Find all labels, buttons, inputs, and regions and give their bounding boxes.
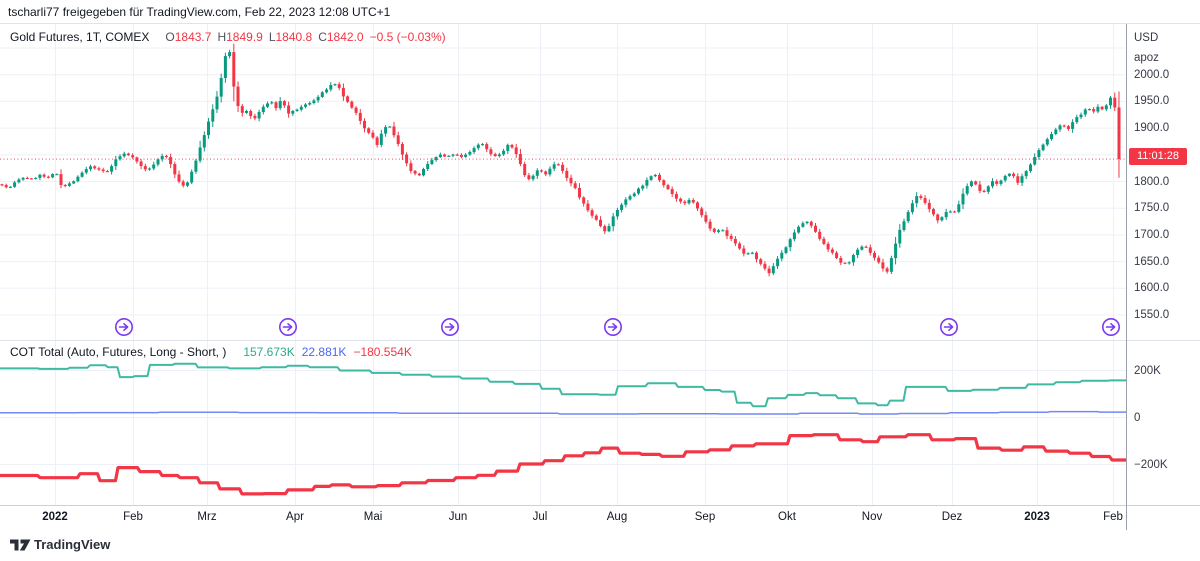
open-value: 1843.7 [174, 30, 212, 44]
time-axis-label: Feb [1103, 511, 1123, 523]
time-axis-label: Okt [778, 511, 796, 523]
price-axis-label: 1900.0 [1134, 122, 1170, 134]
jump-arrow-icon[interactable] [1101, 317, 1121, 337]
time-axis-label: Feb [123, 511, 143, 523]
time-axis-label: Nov [861, 511, 883, 523]
attribution-bar: tscharli77 freigegeben für TradingView.c… [0, 0, 1200, 24]
time-axis-label: Dez [941, 511, 963, 523]
time-axis-label: 2022 [42, 511, 68, 523]
price-axis-label: 1650.0 [1134, 256, 1170, 268]
gridlines [0, 24, 1126, 505]
symbol-title[interactable]: Gold Futures, 1T, COMEX [10, 30, 150, 44]
time-axis-label: Sep [694, 511, 716, 523]
cot-lines [0, 362, 1126, 496]
axis-border-line [1126, 24, 1127, 530]
time-axis[interactable]: 2022 Feb Mrz Apr Mai Jun Jul Aug Sep Okt Nov Dez 202… [0, 505, 1200, 530]
jump-arrow-icon[interactable] [440, 317, 460, 337]
price-axis-label: 1800.0 [1134, 176, 1170, 188]
countdown-badge: 11:01:28 [1129, 148, 1187, 165]
jump-arrow-icon[interactable] [603, 317, 623, 337]
time-axis-label: Jul [532, 511, 548, 523]
cot-short-value: −180.554K [353, 345, 412, 359]
time-axis-label: Mai [363, 511, 383, 523]
close-label: C [318, 30, 327, 44]
cot-axis-label: 200K [1134, 365, 1161, 377]
jump-arrow-icon[interactable] [278, 317, 298, 337]
candles-layer [0, 43, 1121, 277]
open-label: O [165, 30, 175, 44]
cot-line-long [0, 362, 1126, 408]
attribution-text: tscharli77 freigegeben für TradingView.c… [8, 5, 391, 19]
price-pane-legend: Gold Futures, 1T, COMEX O1843.7 H1849.9 L18… [10, 30, 446, 44]
cot-long-value: 157.673K [243, 345, 295, 359]
cot-axis-label: 0 [1134, 412, 1141, 424]
chart-canvas[interactable] [0, 24, 1200, 530]
time-axis-label: Jun [448, 511, 468, 523]
axis-unit-line2: apoz [1134, 52, 1159, 64]
time-axis-label: Aug [606, 511, 628, 523]
price-axis-label: 1600.0 [1134, 282, 1170, 294]
tradingview-logo-icon[interactable] [10, 538, 31, 557]
price-axis[interactable]: USD apoz 2000.01950.01900.01850.01800.01… [1127, 24, 1200, 505]
axis-unit-line1: USD [1134, 32, 1159, 44]
jump-arrow-icon[interactable] [939, 317, 959, 337]
high-label: H [217, 30, 227, 44]
cot-line-net [0, 410, 1126, 415]
cot-line-short [0, 433, 1126, 496]
cot-pane-legend: COT Total (Auto, Futures, Long - Short, … [10, 345, 412, 359]
price-axis-label: 1550.0 [1134, 309, 1170, 321]
price-axis-label: 2000.0 [1134, 69, 1170, 81]
jump-arrow-icon[interactable] [114, 317, 134, 337]
close-value: 1842.0 [326, 30, 364, 44]
time-axis-label: 2023 [1024, 511, 1050, 523]
tradingview-logo-text[interactable]: TradingView [34, 537, 111, 552]
low-value: 1840.8 [275, 30, 313, 44]
price-axis-label: 1700.0 [1134, 229, 1170, 241]
cot-net-value: 22.881K [301, 345, 347, 359]
footer-bar: TradingView [0, 530, 1200, 561]
price-axis-label: 1950.0 [1134, 95, 1170, 107]
chart-area[interactable]: Gold Futures, 1T, COMEX O1843.7 H1849.9 L18… [0, 24, 1200, 530]
time-axis-label: Apr [286, 511, 304, 523]
cot-indicator-title[interactable]: COT Total (Auto, Futures, Long - Short, … [10, 345, 227, 359]
change-value: −0.5 (−0.03%) [369, 30, 446, 44]
pane-separator-handle[interactable] [0, 340, 1200, 341]
price-axis-label: 1750.0 [1134, 202, 1170, 214]
low-label: L [268, 30, 276, 44]
cot-axis-label: −200K [1134, 459, 1168, 471]
high-value: 1849.9 [226, 30, 263, 44]
time-axis-label: Mrz [197, 511, 217, 523]
